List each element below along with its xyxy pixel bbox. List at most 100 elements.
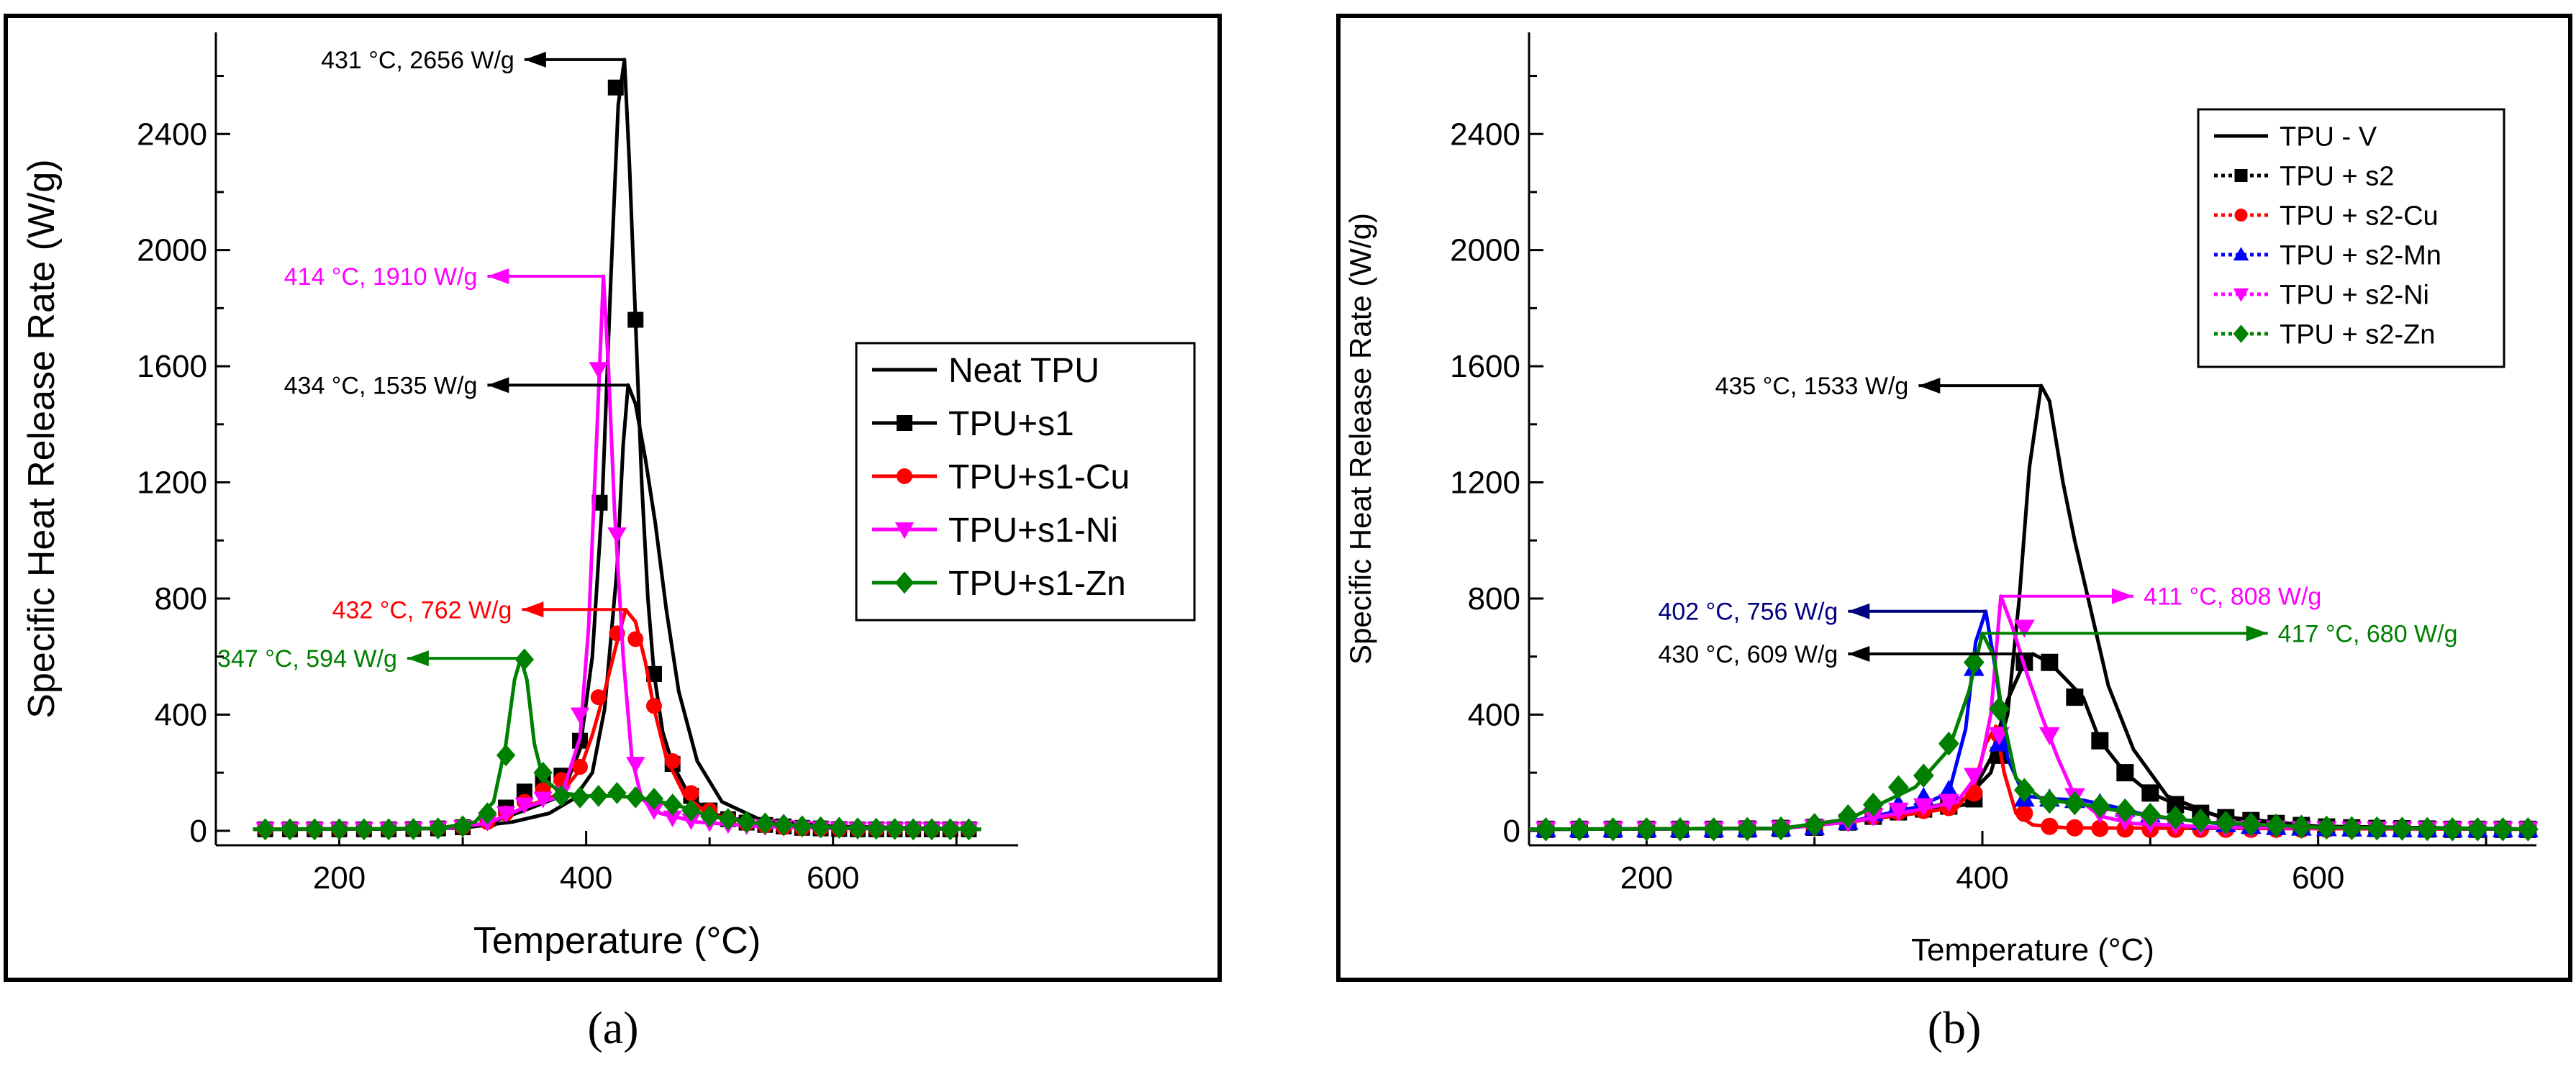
annotation-arrowhead bbox=[2112, 588, 2133, 604]
x-tick-label: 200 bbox=[313, 860, 366, 896]
legend-item: TPU+s1-Zn bbox=[872, 565, 1126, 603]
data-point bbox=[1703, 817, 1725, 842]
annotation-arrowhead bbox=[1848, 646, 1870, 663]
data-point bbox=[922, 818, 942, 841]
data-point bbox=[1913, 798, 1934, 816]
legend-marker bbox=[897, 415, 912, 431]
data-point bbox=[866, 817, 886, 840]
legend: Neat TPU TPU+s1 TPU+s1-Cu TPU+s1-Ni TPU+s1-Z… bbox=[855, 342, 1196, 622]
data-point bbox=[2366, 816, 2387, 841]
annotation: 347 °C, 594 W/g bbox=[217, 645, 521, 673]
annotation-arrowhead bbox=[2246, 625, 2268, 642]
annotation-label: 402 °C, 756 W/g bbox=[1658, 599, 1838, 626]
data-point bbox=[330, 818, 349, 841]
data-point bbox=[1963, 768, 1985, 786]
data-point bbox=[627, 311, 644, 328]
y-tick-label: 0 bbox=[190, 814, 207, 849]
data-point bbox=[2164, 805, 2186, 830]
y-tick-label: 1600 bbox=[1450, 349, 1520, 384]
data-point bbox=[2341, 816, 2362, 840]
data-point bbox=[1602, 817, 1624, 842]
data-point bbox=[255, 818, 275, 841]
data-point bbox=[2290, 814, 2312, 839]
data-point bbox=[1837, 804, 1859, 829]
data-point bbox=[2215, 810, 2236, 835]
legend-label: Neat TPU bbox=[948, 352, 1099, 390]
data-point bbox=[811, 816, 830, 839]
annotation-label: 432 °C, 762 W/g bbox=[332, 596, 512, 624]
data-point bbox=[2467, 817, 2488, 842]
data-point bbox=[2038, 727, 2060, 746]
data-point bbox=[1636, 817, 1657, 842]
legend-marker bbox=[2233, 324, 2249, 343]
data-point bbox=[533, 791, 553, 809]
data-point bbox=[830, 816, 849, 840]
data-point bbox=[2089, 793, 2110, 819]
legend-item: Neat TPU bbox=[872, 352, 1099, 390]
legend-marker bbox=[2233, 288, 2249, 302]
x-tick-label: 400 bbox=[1956, 860, 2008, 896]
x-tick-label: 200 bbox=[1620, 860, 1673, 896]
data-point bbox=[626, 786, 645, 809]
annotation-arrowhead bbox=[487, 377, 509, 394]
y-tick-label: 1200 bbox=[1450, 465, 1520, 501]
data-point bbox=[2041, 817, 2059, 835]
data-point bbox=[2240, 812, 2262, 837]
data-point bbox=[1938, 779, 1959, 799]
legend-label: TPU+s1-Ni bbox=[948, 511, 1118, 550]
legend-marker bbox=[2233, 247, 2249, 261]
data-point bbox=[590, 689, 607, 706]
x-tick-label: 600 bbox=[2292, 860, 2344, 896]
annotation: 435 °C, 1533 W/g bbox=[1715, 373, 2041, 400]
legend-marker bbox=[894, 522, 915, 540]
data-point bbox=[2316, 815, 2337, 840]
data-point bbox=[959, 818, 979, 841]
legend-marker bbox=[894, 571, 915, 594]
annotation-label: 434 °C, 1535 W/g bbox=[284, 372, 478, 399]
data-point bbox=[683, 785, 699, 801]
data-point bbox=[644, 803, 664, 820]
data-point bbox=[2091, 819, 2109, 837]
x-axis-title: Temperature (°C) bbox=[473, 920, 761, 962]
legend: TPU - V TPU + s2 TPU + s2-Cu TPU + s2-Mn TPU… bbox=[2197, 108, 2505, 368]
panel-label: (a) bbox=[587, 1002, 638, 1053]
annotation: 431 °C, 2656 W/g bbox=[321, 47, 625, 74]
data-point bbox=[2517, 817, 2539, 842]
data-point bbox=[1988, 696, 2010, 722]
data-point bbox=[626, 757, 645, 774]
data-point bbox=[2091, 732, 2109, 750]
legend-label: TPU - V bbox=[2280, 122, 2377, 152]
data-point bbox=[1887, 802, 1909, 821]
data-point bbox=[2265, 813, 2287, 838]
chart-panel-a: 0 400 800 1200 1600 2000 2400 200 400 600 Temperat… bbox=[4, 14, 1222, 1053]
annotation: 430 °C, 609 W/g bbox=[1658, 641, 2033, 668]
panel-frame bbox=[1336, 14, 2572, 982]
legend-item: TPU+s1-Ni bbox=[872, 511, 1118, 550]
data-point bbox=[496, 806, 516, 823]
annotation: 417 °C, 680 W/g bbox=[1984, 620, 2458, 647]
data-point bbox=[2066, 819, 2084, 837]
data-point bbox=[533, 761, 553, 784]
data-point bbox=[664, 752, 681, 769]
data-point bbox=[2013, 619, 2035, 638]
annotation-label: 414 °C, 1910 W/g bbox=[284, 263, 478, 291]
data-point bbox=[1770, 816, 1792, 841]
data-point bbox=[1862, 792, 1884, 817]
data-point bbox=[1669, 817, 1691, 842]
data-point bbox=[2038, 789, 2060, 814]
data-point bbox=[885, 818, 904, 840]
annotation: 432 °C, 762 W/g bbox=[332, 596, 626, 624]
data-point bbox=[2041, 653, 2059, 671]
data-point bbox=[514, 797, 535, 814]
series-tpu-s2-zn bbox=[1528, 631, 2539, 842]
annotation-arrowhead bbox=[407, 650, 429, 667]
legend-item: TPU+s1 bbox=[872, 405, 1074, 443]
chart-panel-b: 0 400 800 1200 1600 2000 2400 200 400 600 Temperat… bbox=[1336, 14, 2572, 1053]
data-point bbox=[404, 818, 423, 840]
data-point bbox=[2013, 778, 2035, 803]
legend-label: TPU+s1-Zn bbox=[948, 565, 1126, 603]
legend-item: TPU + s2-Mn bbox=[2214, 240, 2441, 270]
data-point bbox=[607, 79, 624, 96]
annotation: 402 °C, 756 W/g bbox=[1658, 599, 1986, 626]
